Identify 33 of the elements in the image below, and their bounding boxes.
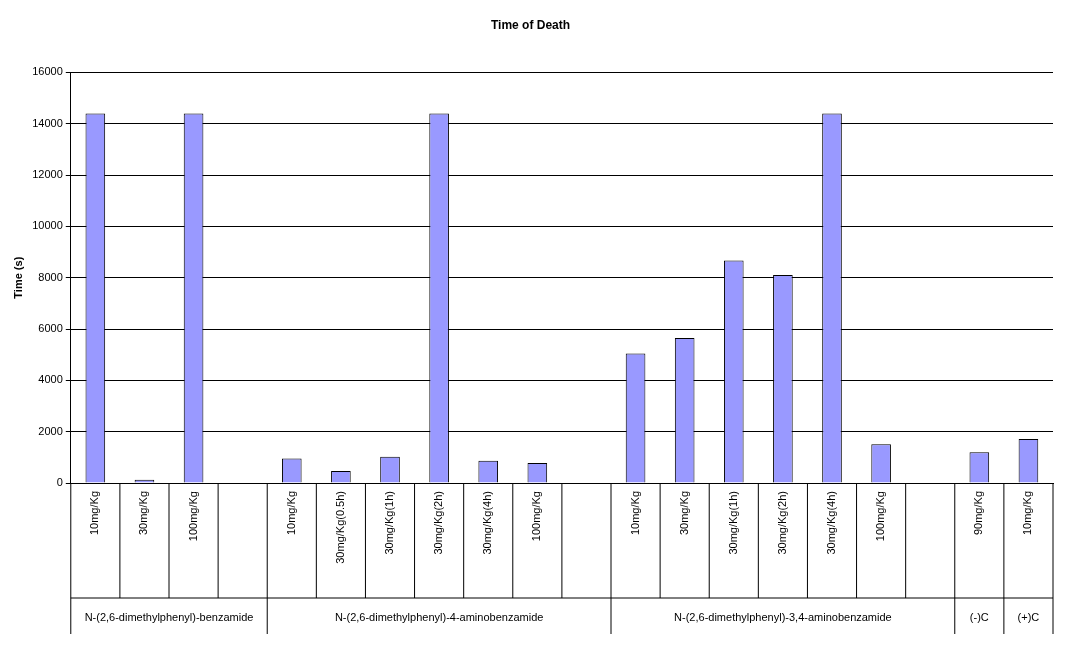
y-tick-label: 8000 [38, 270, 63, 283]
x-tick-label: 30mg/Kg [677, 491, 690, 536]
y-tick-label: 16000 [32, 65, 63, 78]
x-tick-label: 30mg/Kg(1h) [383, 491, 396, 555]
y-tick-label: 0 [56, 476, 63, 489]
y-axis-title: Time (s) [11, 256, 24, 299]
x-tick-label: 30mg/Kg [137, 491, 150, 536]
x-tick-label: 10mg/Kg [628, 491, 641, 536]
text: N-(2,6-dimethylphenyl)-benzamide [84, 610, 254, 623]
x-tick-label: 10mg/Kg [88, 491, 101, 536]
chart-title: Time of Death [490, 17, 571, 32]
x-tick-label: 100mg/Kg [530, 491, 543, 542]
x-tick-label: 30mg/Kg(1h) [726, 491, 739, 555]
y-tick-label: 4000 [38, 373, 63, 386]
x-tick-label: 10mg/Kg [284, 491, 297, 536]
y-tick-label: 10000 [32, 219, 63, 232]
y-tick-label: 14000 [32, 116, 63, 129]
x-tick-label: 30mg/Kg(2h) [775, 491, 788, 555]
x-tick-label: 90mg/Kg [972, 491, 985, 536]
x-tick-label: 30mg/Kg(4h) [481, 491, 494, 555]
x-tick-label: 100mg/Kg [186, 491, 199, 542]
text: N-(2,6-dimethylphenyl)-4-aminobenzamide [334, 610, 544, 623]
x-tick-label: 100mg/Kg [874, 491, 887, 542]
text: (+)C [1017, 610, 1040, 623]
x-tick-label: 30mg/Kg(2h) [432, 491, 445, 555]
y-tick-label: 6000 [38, 322, 63, 335]
y-tick-label: 12000 [32, 168, 63, 181]
text: (-)C [969, 610, 989, 623]
x-tick-label: 30mg/Kg(4h) [825, 491, 838, 555]
x-tick-label: 30mg/Kg(0.5h) [333, 491, 346, 564]
y-tick-label: 2000 [38, 424, 63, 437]
text: N-(2,6-dimethylphenyl)-3,4-aminobenzamide [674, 610, 892, 623]
x-tick-label: 10mg/Kg [1021, 491, 1034, 536]
